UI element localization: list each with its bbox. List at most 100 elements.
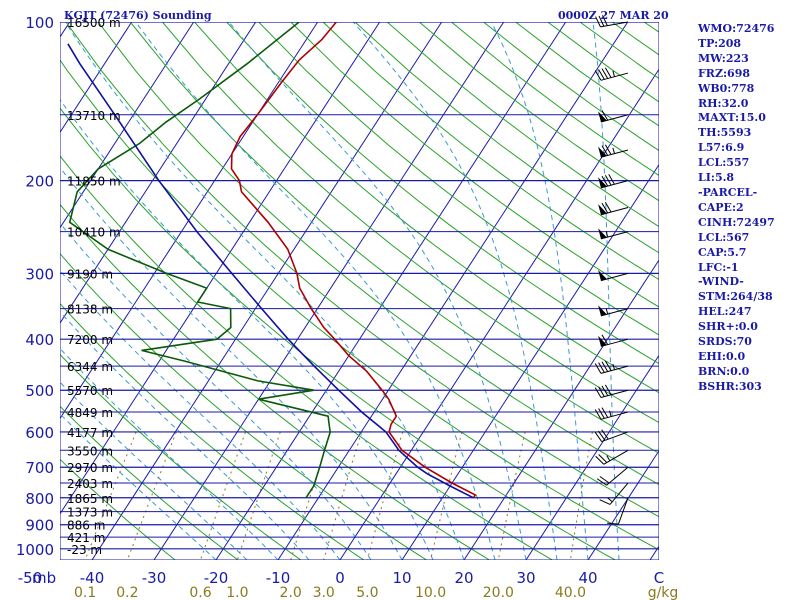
moist-adiabat-line (228, 22, 527, 560)
wind-barb-flag (601, 175, 609, 187)
dry-adiabat-line (60, 405, 239, 560)
dry-adiabat-line (60, 458, 176, 560)
dewpoint-profile-line (68, 22, 332, 499)
sounding-index-item: BRN:0.0 (698, 364, 750, 378)
wind-barb-staff (601, 431, 629, 443)
pressure-axis-label: mb (32, 569, 56, 587)
temperature-tick-label: 40 (578, 569, 597, 587)
wind-barb-flag (594, 387, 602, 398)
height-label: 10410 m (67, 226, 121, 240)
mixing-ratio-line (200, 431, 246, 560)
sounding-index-item: MW:223 (698, 51, 749, 65)
pressure-label: 700 (25, 459, 54, 477)
sounding-index-item: SHR+:0.0 (698, 320, 758, 334)
mixing-ratio-line (323, 431, 363, 560)
wind-barb-flag (594, 431, 603, 442)
height-label: 3550 m (67, 444, 113, 458)
dry-adiabat-line (60, 203, 490, 560)
sounding-index-item: -WIND- (698, 275, 744, 289)
wind-barb-flag (596, 478, 607, 486)
moist-adiabat-line (60, 310, 310, 560)
height-label: 7200 m (67, 333, 113, 347)
sounding-index-item: BSHR:303 (698, 379, 762, 393)
wind-barb-staff (600, 21, 629, 28)
chart-title-time: 0000Z 27 MAR 20 (558, 9, 669, 22)
temperature-tick-label: -30 (142, 569, 167, 587)
mixing-ratio-tick-label: 10.0 (415, 585, 446, 600)
moist-adiabat-line (60, 413, 217, 560)
profile-lines (67, 22, 477, 499)
height-label: 16500 m (67, 16, 121, 30)
mixing-ratio-unit-label: g/kg (648, 585, 679, 600)
isotherm-line (60, 22, 133, 134)
dry-adiabat-line (60, 353, 302, 560)
height-label: 13710 m (67, 109, 121, 123)
wind-barb-flag (595, 455, 605, 465)
moist-adiabat-line (60, 269, 341, 560)
wind-barb-flag (607, 522, 619, 525)
dry-adiabat-line (162, 22, 659, 424)
wind-barb-flag (604, 175, 612, 186)
sounding-index-item: LCL:567 (698, 230, 750, 244)
wind-barb-staff (600, 389, 629, 398)
dry-adiabat-line (97, 22, 659, 486)
wind-barb-flag (597, 430, 606, 441)
isotherm-line (587, 449, 659, 560)
mixing-ratio-tick-label: 0.6 (189, 585, 211, 600)
wind-barb-flag (598, 454, 608, 463)
wind-barb-staff (606, 466, 629, 486)
moist-adiabat-line (60, 166, 403, 560)
wind-barb-flag (601, 202, 609, 214)
temperature-tick-label: -20 (204, 569, 229, 587)
wind-barb-flag (608, 174, 615, 185)
sounding-index-item: RH:32.0 (698, 96, 749, 110)
dry-adiabat-line (60, 252, 427, 560)
height-label: 1865 m (67, 492, 113, 506)
isotherm-line (60, 22, 195, 229)
pressure-label: 600 (25, 424, 54, 442)
wind-barb-flag (594, 70, 602, 81)
dry-adiabat-line (290, 22, 659, 308)
pressure-label: 1000 (16, 541, 54, 559)
wind-barb-flag (601, 334, 609, 345)
moist-adiabat-line (64, 22, 465, 560)
temperature-tick-label: -10 (266, 569, 291, 587)
temperature-tick-label: 10 (392, 569, 411, 587)
isotherm-line (525, 354, 659, 560)
wind-barb-half-flag (612, 70, 615, 77)
mixing-ratio-tick-label: 0.1 (74, 585, 96, 600)
dry-adiabat-line (226, 22, 659, 365)
dry-adiabat-line (322, 22, 659, 281)
height-label: 4177 m (67, 426, 113, 440)
wind-barb-staff (603, 449, 629, 465)
sounding-index-item: CAP:5.7 (698, 245, 747, 259)
wind-barb-flag (598, 15, 605, 27)
height-label: 421 m (67, 531, 105, 545)
isotherm-line (60, 22, 71, 38)
mixing-ratio-line (366, 431, 404, 560)
moist-adiabat-line (60, 222, 372, 560)
sounding-index-item: WMO:72476 (698, 22, 775, 35)
wind-barb-pennant (598, 111, 607, 123)
dry-adiabat-line (60, 155, 553, 560)
sounding-index-item: TH:5593 (698, 126, 752, 140)
height-label: 1373 m (67, 506, 113, 520)
wind-barb-flag (598, 362, 605, 373)
mixing-ratio-line (126, 431, 177, 560)
wind-barb-flag (601, 145, 609, 156)
mixing-ratio-tick-label: 0.2 (116, 585, 138, 600)
wind-barb-staff (609, 482, 629, 505)
sounding-index-item: HEL:247 (698, 305, 752, 319)
isotherm-line (91, 22, 443, 560)
pressure-label: 500 (25, 382, 54, 400)
wind-barb-pennant (598, 335, 607, 347)
height-label: 6344 m (67, 360, 113, 374)
wind-barb-flag (598, 69, 605, 80)
wind-barb-flag (601, 110, 609, 121)
sounding-index-item: LI:5.8 (698, 171, 735, 185)
moist-adiabat-line (60, 381, 248, 560)
isotherm-line (153, 22, 505, 560)
wind-barb-flag (601, 407, 609, 418)
height-label: 8138 m (67, 303, 113, 317)
pressure-label: 100 (25, 14, 54, 32)
